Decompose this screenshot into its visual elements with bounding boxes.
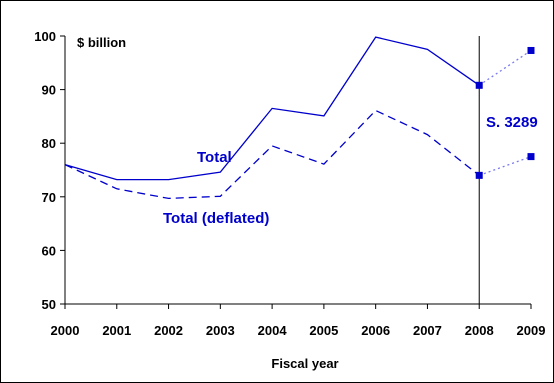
y-tick-label: 60 xyxy=(42,243,56,258)
x-tick-label: 2000 xyxy=(51,323,80,338)
x-tick-label: 2004 xyxy=(258,323,288,338)
y-tick-label: 70 xyxy=(42,190,56,205)
series-line-3 xyxy=(478,155,532,177)
axes: 50 60 70 80 90 100 2000 2001 2002 2003 2004 2005 200… xyxy=(34,29,545,338)
x-tick-label: 2006 xyxy=(361,323,390,338)
x-tick-label: 2002 xyxy=(154,323,183,338)
y-tick-label: 100 xyxy=(34,29,56,44)
x-axis-title: Fiscal year xyxy=(271,356,338,371)
x-tick-label: 2005 xyxy=(309,323,338,338)
y-tick-label: 80 xyxy=(42,136,56,151)
y-tick-label: 90 xyxy=(42,83,56,98)
data-marker xyxy=(527,153,535,161)
x-tick-label: 2007 xyxy=(413,323,442,338)
series-line-2 xyxy=(478,49,532,86)
annotation-s3289: S. 3289 xyxy=(486,114,538,131)
x-tick-label: 2008 xyxy=(465,323,494,338)
unit-label: $ billion xyxy=(77,35,126,50)
x-tick-label: 2001 xyxy=(102,323,131,338)
series-label-total: Total xyxy=(197,149,232,166)
series-markers xyxy=(475,46,535,179)
x-tick-label: 2003 xyxy=(206,323,235,338)
data-marker xyxy=(475,171,483,179)
y-tick-label: 50 xyxy=(42,297,56,312)
labels: $ billion Fiscal year Total Total (defla… xyxy=(77,35,538,371)
series-label-total-deflated: Total (deflated) xyxy=(163,210,269,227)
data-marker xyxy=(527,46,535,54)
series-line-0 xyxy=(64,36,480,181)
x-tick-label: 2009 xyxy=(517,323,546,338)
series-lines xyxy=(64,36,532,200)
series-line-1 xyxy=(64,109,480,200)
data-marker xyxy=(475,81,483,89)
